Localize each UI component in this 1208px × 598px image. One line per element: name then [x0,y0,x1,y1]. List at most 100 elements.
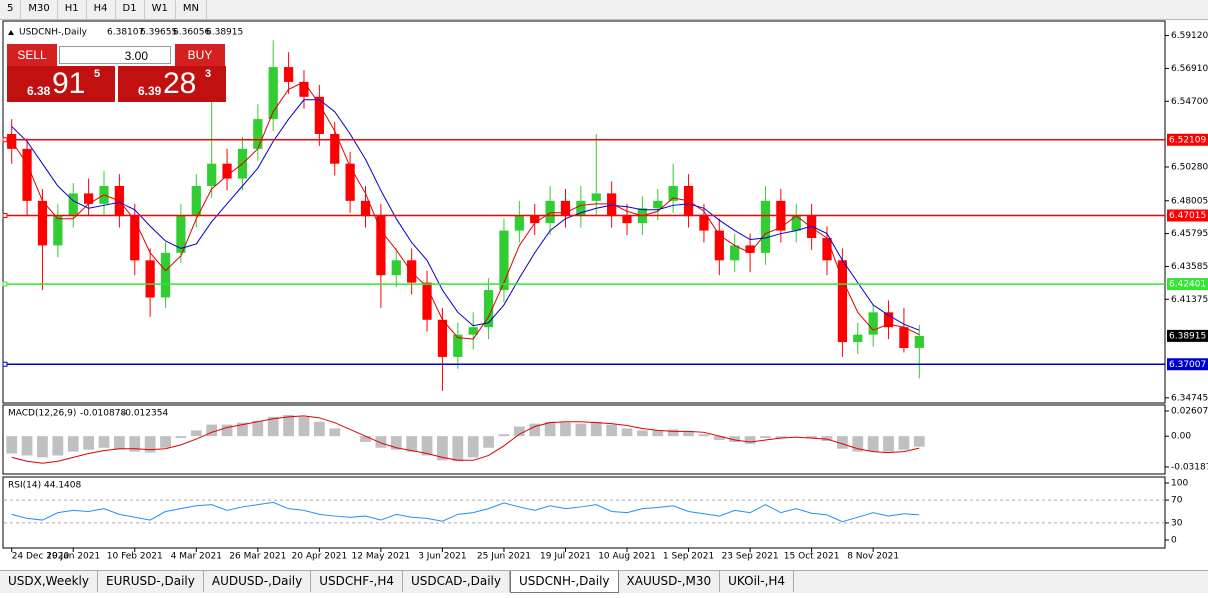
macd-bar [806,436,818,439]
timeframe-button[interactable]: H1 [58,0,87,19]
chart-tab[interactable]: XAUUSD-,M30 [619,571,721,592]
macd-bar [544,421,556,437]
current-price: 6.38915 [1169,331,1206,341]
macd-bar [483,436,494,448]
macd-bar [452,436,464,462]
chart-tabs: USDX,Weekly EURUSD-,Daily AUDUSD-,Daily USD… [0,570,1208,593]
price-prefix: 6.38 [27,84,51,98]
chart-tab[interactable]: UKOil-,H4 [720,571,795,592]
macd-bar [760,436,771,439]
candle-body [299,81,309,97]
x-tick-label: 12 May 2021 [352,552,411,562]
macd-bar [698,434,710,437]
candle-body [422,282,432,320]
macd-bar [898,436,910,450]
chart-tab[interactable]: USDX,Weekly [0,571,98,592]
x-tick-label: 15 Oct 2021 [784,552,840,562]
x-tick-label: 3 Jun 2021 [418,552,466,562]
y-tick-label: 0.00 [1171,432,1191,442]
candle-body [622,215,632,224]
pane-frame [2,404,1166,475]
candle-body [499,230,509,291]
indicator-value: -0.012354 [122,409,168,419]
timeframe-button[interactable]: 5 [0,0,22,19]
macd-bar [637,430,648,437]
ohlc-value: 6.38915 [206,28,243,38]
macd-bar [883,436,894,452]
macd-bar [67,436,79,452]
sell-button[interactable]: SELL [7,44,57,66]
candle-body [853,334,863,343]
level-label-bg [1167,278,1208,291]
candle-body [714,230,724,261]
candle-body [483,290,494,328]
y-tick-label: 6.54700 [1171,97,1208,107]
y-tick-label: 0.02607 [1171,407,1208,417]
level-label-bg [1167,133,1208,146]
macd-bar [667,429,679,437]
macd-bar [683,431,694,437]
candle-body [576,200,586,216]
macd-bar [713,436,725,441]
chart-tab[interactable]: AUDUSD-,Daily [204,571,312,592]
timeframe-button[interactable]: MN [176,0,207,19]
macd-bar [729,436,741,442]
candle-body [699,215,709,231]
y-tick-label: 100 [1171,478,1188,488]
chart-tab[interactable]: USDCHF-,H4 [311,571,403,592]
macd-bar [6,436,18,454]
ohlc-value: 6.36056 [173,28,210,38]
macd-bar [190,430,202,437]
price-prefix: 6.39 [138,84,162,98]
chart-tab[interactable]: USDCNH-,Daily [509,571,619,593]
candle-body [653,200,663,209]
x-tick-label: 1 Sep 2021 [663,552,714,562]
candle-body [160,252,171,298]
timeframe-button[interactable]: D1 [116,0,145,19]
candle-body [83,193,94,204]
level-marker [2,281,8,287]
macd-bar [113,436,125,450]
macd-bar [52,436,64,456]
x-tick-label: 20 Apr 2021 [292,552,348,562]
candle-body [730,245,740,261]
macd-bar [160,436,171,448]
sell-price[interactable]: 6.38 91 5 [7,66,115,102]
candle-body [791,215,801,231]
moving-average [11,99,920,331]
indicator-title: RSI(14) [8,481,41,491]
timeframe-button[interactable]: H4 [87,0,116,19]
timeframe-button[interactable]: M30 [21,0,58,19]
trade-panel: SELL 3.00 BUY 6.38 91 5 6.39 28 3 [7,44,226,102]
level-label: 6.52109 [1169,135,1206,145]
candle-body [253,119,263,149]
lot-input[interactable]: 3.00 [59,46,171,64]
rsi-line [11,501,920,523]
y-tick-label: 6.34745 [1171,393,1208,403]
chart-tab[interactable]: USDCAD-,Daily [403,571,510,592]
buy-price[interactable]: 6.39 28 3 [118,66,226,102]
macd-bar [852,436,864,452]
candle-body [345,163,355,201]
price-big: 28 [163,67,197,100]
x-tick-label: 10 Feb 2021 [107,552,163,562]
buy-button[interactable]: BUY [175,44,225,66]
candle-body [837,260,848,343]
x-tick-label: 25 Jun 2021 [477,552,531,562]
candle-body [330,133,340,164]
candle-body [453,334,463,357]
candle-body [807,215,817,239]
macd-bar [360,436,371,442]
macd-bar [267,416,279,437]
level-label: 6.37007 [1169,360,1206,370]
candle-body [899,327,909,349]
timeframe-button[interactable]: W1 [145,0,176,19]
candle-body [145,260,155,298]
candle-body [268,67,278,120]
candle-body [130,215,140,261]
macd-bar [129,436,141,452]
chart-tab[interactable]: EURUSD-,Daily [98,571,204,592]
candle-body [468,327,478,335]
candle-body [37,200,48,246]
